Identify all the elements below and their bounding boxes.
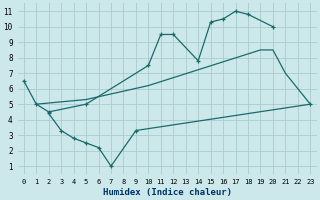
X-axis label: Humidex (Indice chaleur): Humidex (Indice chaleur) bbox=[102, 188, 232, 197]
